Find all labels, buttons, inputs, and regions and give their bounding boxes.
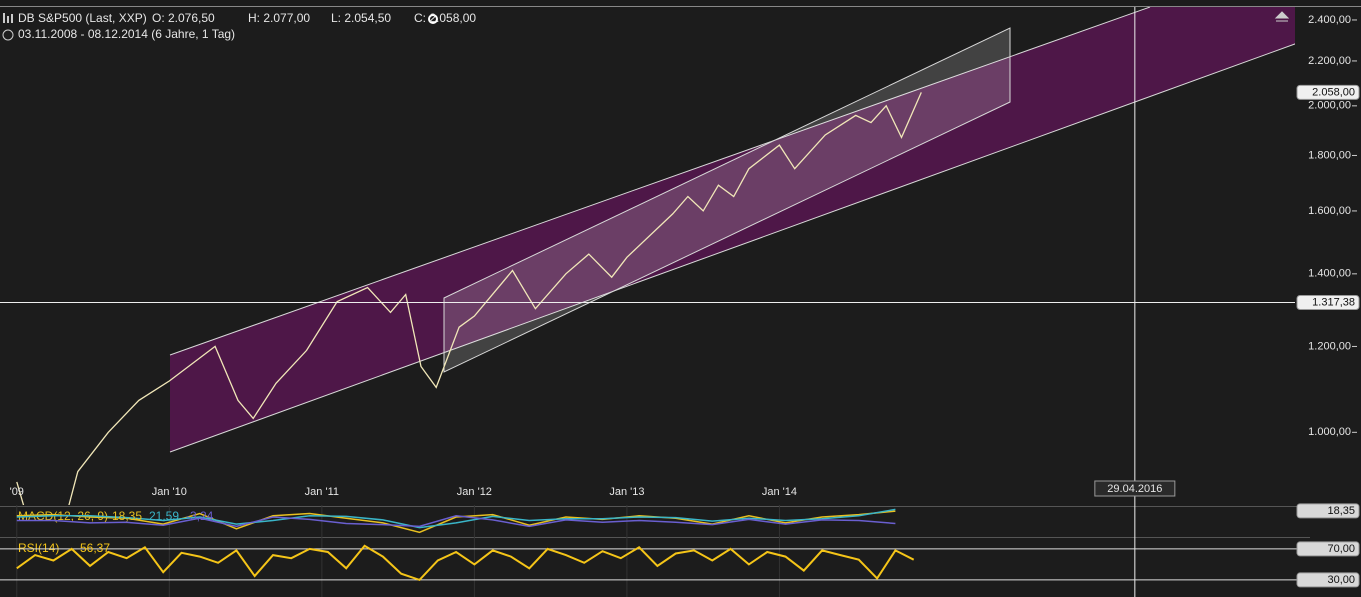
rsi-readout: 56,37 bbox=[80, 541, 110, 555]
ohlc-close: C: 2.058,00 bbox=[414, 11, 476, 25]
inner-channel bbox=[443, 27, 1011, 373]
y-tick-label: 1.600,00 bbox=[1308, 205, 1351, 217]
macd-axis-label: 18,35 bbox=[1327, 505, 1355, 517]
chart-period: 03.11.2008 - 08.12.2014 (6 Jahre, 1 Tag) bbox=[18, 27, 235, 41]
channel-line bbox=[169, 43, 1295, 453]
chart-title: DB S&P500 (Last, XXP) bbox=[18, 11, 147, 25]
hline-label: 1.317,38 bbox=[1312, 296, 1355, 308]
y-tick-label: 2.200,00 bbox=[1308, 55, 1351, 67]
x-tick-label: Jan '11 bbox=[305, 486, 339, 498]
icon bbox=[7, 16, 9, 23]
collapse-icon[interactable] bbox=[1274, 11, 1290, 22]
ohlc-open: O: 2.076,50 bbox=[152, 11, 215, 25]
ohlc-high: H: 2.077,00 bbox=[248, 11, 310, 25]
channel-line bbox=[169, 7, 1151, 356]
icon bbox=[3, 13, 5, 23]
y-tick-label: 1.400,00 bbox=[1308, 268, 1351, 280]
rsi-tick-label-box bbox=[1296, 541, 1360, 557]
x-tick-label: Jan '14 bbox=[762, 486, 797, 498]
price-line bbox=[16, 92, 922, 505]
crosshair-label: 29.04.2016 bbox=[1107, 483, 1162, 495]
crosshair-label-box bbox=[1094, 480, 1176, 497]
x-tick-label: Jan '12 bbox=[457, 486, 492, 498]
settings-icon[interactable] bbox=[428, 14, 438, 24]
macd-readout: 18,35 bbox=[112, 509, 142, 523]
y-tick-label: 2.000,00 bbox=[1308, 100, 1351, 112]
regression-channel bbox=[170, 7, 1295, 452]
macd-axis-label-box bbox=[1296, 503, 1360, 519]
clock-icon bbox=[2, 29, 14, 41]
macd-line bbox=[16, 515, 896, 528]
macd-line bbox=[16, 508, 896, 529]
icon bbox=[11, 14, 13, 23]
last-price-label: 2.058,00 bbox=[1312, 86, 1355, 98]
rsi-line bbox=[16, 544, 915, 582]
y-tick-label: 2.400,00 bbox=[1308, 14, 1351, 26]
macd-line bbox=[16, 510, 896, 534]
rsi-tick-label: 30,00 bbox=[1327, 574, 1355, 586]
drawings bbox=[16, 7, 1295, 505]
ohlc-low: L: 2.054,50 bbox=[331, 11, 391, 25]
rsi-tick-label: 70,00 bbox=[1327, 543, 1355, 555]
y-tick-label: 1.800,00 bbox=[1308, 149, 1351, 161]
y-tick-label: 1.000,00 bbox=[1308, 426, 1351, 438]
hline-label-box bbox=[1296, 294, 1360, 310]
x-tick-label: '09 bbox=[10, 486, 24, 498]
macd-readout: -3,24 bbox=[186, 509, 214, 523]
macd-readout: 21,59 bbox=[149, 509, 179, 523]
chart-icon bbox=[2, 11, 1290, 41]
x-tick-label: Jan '10 bbox=[152, 486, 187, 498]
rsi-title: RSI(14) bbox=[18, 541, 59, 555]
last-price-label-box bbox=[1296, 84, 1360, 100]
x-tick-label: Jan '13 bbox=[609, 486, 644, 498]
y-tick-label: 1.200,00 bbox=[1308, 340, 1351, 352]
rsi-tick-label-box bbox=[1296, 572, 1360, 588]
